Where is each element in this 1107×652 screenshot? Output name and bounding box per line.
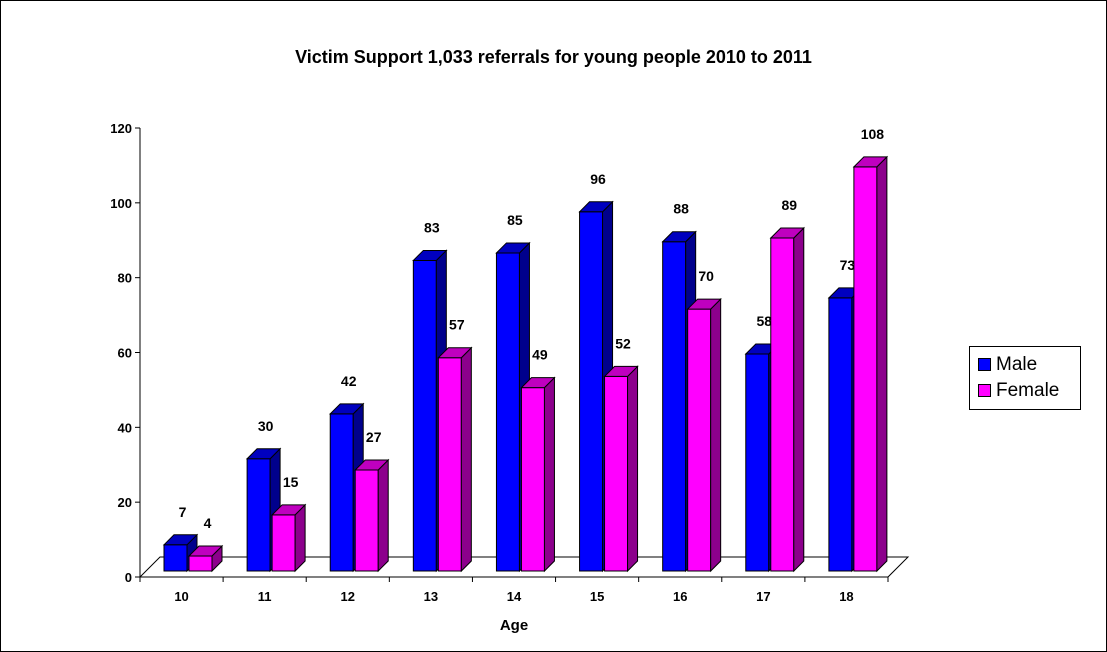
legend: Male Female	[969, 346, 1081, 410]
bar-male-top	[412, 249, 448, 261]
bar-female-front	[354, 469, 379, 572]
data-label-female: 15	[283, 474, 299, 490]
data-label-male: 83	[424, 219, 440, 235]
bar-male-front	[329, 413, 354, 572]
bar-male-front	[579, 211, 604, 572]
x-tick-label: 18	[839, 589, 853, 604]
bar-male-front	[745, 353, 770, 572]
data-label-female: 70	[698, 268, 714, 284]
bar-male-front	[412, 259, 437, 572]
x-tick-label: 14	[507, 589, 522, 604]
bar-female-side	[876, 155, 888, 573]
y-tick-label: 120	[110, 121, 132, 136]
bar-male-top	[162, 534, 199, 546]
bar-male-front	[828, 297, 853, 572]
bar-female-top	[769, 227, 805, 239]
bar-female-top	[603, 365, 639, 377]
data-label-female: 52	[615, 335, 631, 351]
bar-female-side	[460, 346, 472, 573]
bar-female-front	[604, 375, 629, 572]
y-tick-label: 20	[118, 495, 132, 510]
bar-female-top	[187, 545, 224, 557]
bar-male-top	[578, 201, 614, 213]
y-tick-label: 100	[110, 196, 132, 211]
bar-female-front	[437, 357, 462, 572]
data-label-male: 58	[756, 313, 772, 329]
data-label-male: 42	[341, 373, 357, 389]
bar-female-side	[627, 365, 639, 573]
data-label-male: 7	[179, 504, 187, 520]
data-label-female: 89	[781, 197, 797, 213]
legend-label-male: Male	[996, 354, 1038, 375]
data-label-female: 4	[204, 515, 212, 531]
bar-male-top	[495, 242, 531, 254]
x-axis-title: Age	[500, 617, 528, 634]
bar-female-top	[354, 459, 390, 471]
bar-female-front	[271, 514, 296, 572]
legend-label-female: Female	[996, 380, 1060, 401]
bar-female-side	[543, 376, 555, 573]
x-tick-label: 10	[174, 589, 188, 604]
data-label-female: 49	[532, 347, 548, 363]
bar-female-front	[520, 387, 545, 572]
bar-male-top	[661, 231, 697, 243]
bar-female-top	[520, 377, 556, 389]
bar-female-top	[270, 504, 307, 516]
x-tick-label: 12	[341, 589, 355, 604]
bar-female-front	[770, 237, 795, 572]
bar-female-top	[437, 347, 473, 359]
data-label-female: 27	[366, 429, 382, 445]
x-tick-label: 15	[590, 589, 604, 604]
data-label-male: 85	[507, 212, 523, 228]
y-tick-label: 60	[118, 346, 132, 361]
legend-swatch-female	[978, 384, 991, 397]
bar-male-front	[495, 252, 520, 572]
y-tick-label: 80	[118, 271, 132, 286]
data-label-male: 96	[590, 171, 606, 187]
x-tick-label: 13	[424, 589, 438, 604]
bar-female-side	[377, 458, 389, 573]
data-label-male: 73	[840, 257, 856, 273]
data-label-male: 88	[673, 201, 689, 217]
bar-male-front	[163, 544, 188, 572]
x-tick-label: 11	[258, 589, 272, 604]
bar-female-top	[852, 156, 889, 168]
bar-male-front	[662, 241, 687, 572]
bar-female-front	[687, 308, 712, 572]
chart-title: Victim Support 1,033 referrals for young…	[295, 47, 812, 67]
x-tick-label: 16	[673, 589, 687, 604]
bar-female-side	[710, 297, 722, 573]
y-tick-label: 0	[125, 570, 132, 585]
bar-female-side	[793, 226, 805, 573]
bar-female-side	[294, 503, 306, 573]
y-tick-label: 40	[118, 420, 132, 435]
data-label-female: 108	[861, 126, 885, 142]
x-tick-label: 17	[756, 589, 770, 604]
bar-male-top	[245, 448, 282, 460]
bar-female-front	[188, 555, 213, 572]
bar-female-front	[853, 166, 878, 572]
data-label-male: 30	[258, 418, 274, 434]
legend-swatch-male	[978, 358, 991, 371]
bar-male-front	[246, 458, 271, 572]
data-label-female: 57	[449, 317, 465, 333]
bar-male-top	[329, 403, 365, 415]
bar-female-top	[686, 298, 722, 310]
